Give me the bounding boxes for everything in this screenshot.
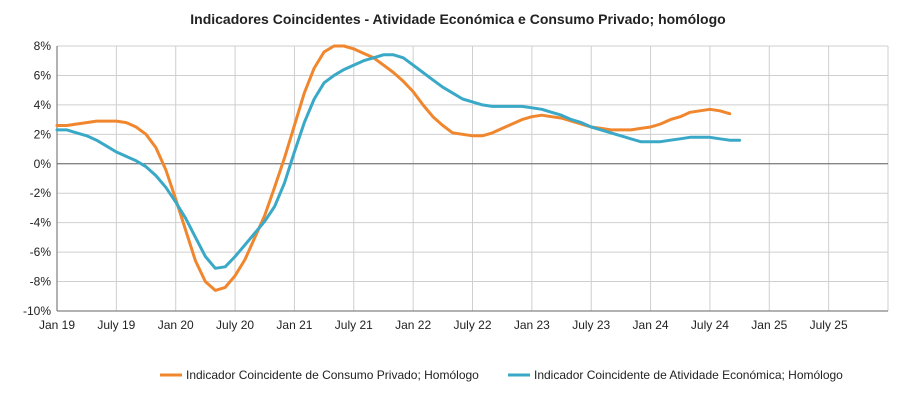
y-tick-label: 4% [34,98,52,112]
x-tick-label: July 20 [216,318,254,332]
y-tick-label: -4% [30,216,52,230]
legend-label: Indicador Coincidente de Atividade Econó… [534,368,843,382]
y-tick-label: -2% [30,186,52,200]
legend-label: Indicador Coincidente de Consumo Privado… [186,368,479,382]
series-line-consumo-privado [55,44,732,292]
y-tick-label: 0% [34,157,52,171]
x-tick-label: July 24 [691,318,729,332]
y-tick-label: 8% [34,39,52,53]
x-tick-label: Jan 25 [751,318,787,332]
x-tick-label: July 25 [810,318,848,332]
x-tick-label: Jan 19 [39,318,75,332]
x-tick-label: Jan 20 [158,318,194,332]
x-tick-label: Jan 24 [633,318,669,332]
x-tick-label: Jan 21 [276,318,312,332]
y-tick-label: -8% [30,275,52,289]
y-tick-label: -6% [30,245,52,259]
grid [56,45,889,312]
x-tick-label: Jan 23 [514,318,550,332]
y-tick-label: 2% [34,127,52,141]
y-axis: 8% 6% 4% 2% 0% -2% -4% -6% -8% -10% [23,39,51,318]
x-tick-label: July 23 [572,318,610,332]
plot-area [55,44,742,292]
x-tick-label: July 22 [453,318,491,332]
x-tick-label: July 21 [335,318,373,332]
chart-title: Indicadores Coincidentes - Atividade Eco… [190,11,725,27]
x-tick-label: July 19 [97,318,135,332]
legend: Indicador Coincidente de Consumo Privado… [160,368,843,382]
series-line-atividade-economica [55,53,742,270]
y-tick-label: 6% [34,68,52,82]
x-tick-label: Jan 22 [395,318,431,332]
x-axis: Jan 19 July 19 Jan 20 July 20 Jan 21 July 21 J… [39,318,848,332]
y-tick-label: -10% [23,304,51,318]
